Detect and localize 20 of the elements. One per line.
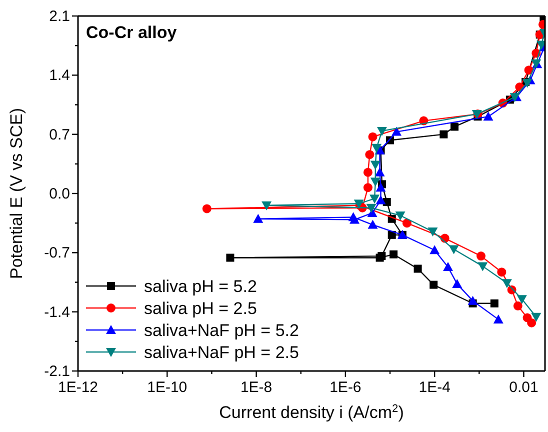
x-axis-title: Current density i (A/cm$^{2}$)	[219, 403, 404, 422]
y-tick-label: 0.0	[49, 186, 70, 202]
y-tick-label: -1.4	[44, 304, 70, 321]
x-tick-label: 1E-12	[58, 379, 98, 396]
y-tick-label: -0.7	[44, 244, 70, 262]
x-tick-label: 1E-10	[147, 379, 188, 396]
x-tick-label: 0.01	[509, 379, 538, 396]
legend-label: saliva pH = 2.5	[144, 299, 257, 318]
legend-label: saliva+NaF pH = 5.2	[144, 321, 299, 340]
y-axis-title: Potential E (V vs SCE)	[7, 108, 26, 280]
legend-label: saliva+NaF pH = 2.5	[144, 343, 299, 362]
y-tick-label: -2.1	[44, 363, 70, 380]
y-tick-label: 0.7	[49, 126, 70, 144]
x-tick-label: 1E-8	[240, 379, 272, 396]
x-tick-label: 1E-4	[418, 379, 450, 396]
y-tick-label: 1.4	[49, 67, 70, 84]
legend-label: saliva pH = 5.2	[144, 277, 257, 296]
y-tick-label: 2.1	[49, 8, 70, 25]
x-tick-label: 1E-6	[330, 379, 362, 396]
chart-title: Co-Cr alloy	[86, 23, 178, 42]
